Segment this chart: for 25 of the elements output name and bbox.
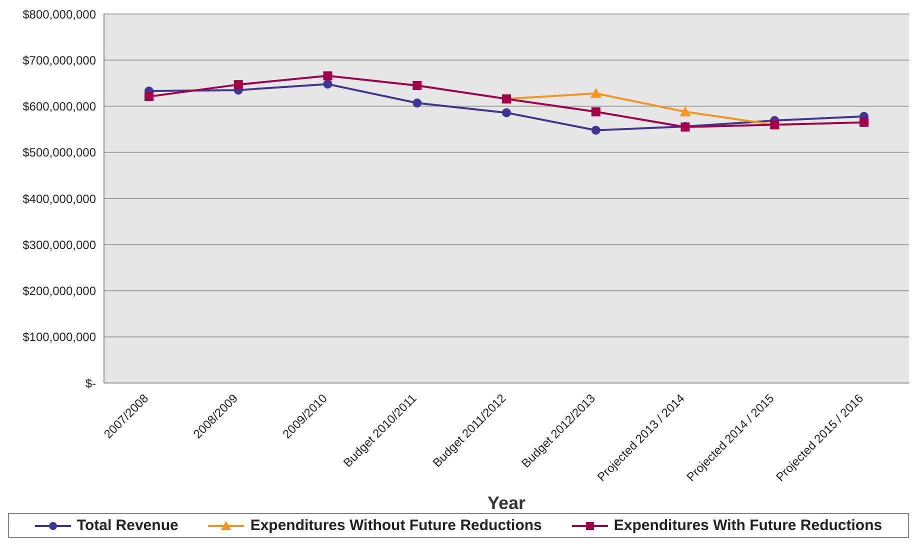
y-tick-label: $- [85,376,96,390]
y-tick-label: $700,000,000 [22,53,96,68]
point [323,80,332,89]
y-tick-label: $200,000,000 [22,284,96,298]
point [323,71,332,80]
point [144,92,154,102]
point [412,98,422,108]
point [680,106,691,116]
point [591,107,600,116]
point [412,80,422,90]
y-tick-label: $600,000,000 [22,100,96,114]
point [234,80,243,90]
legend-label: Expenditures With Future Reductions [612,517,882,534]
y-tick-label: $100,000,000 [22,330,96,344]
y-tick-label: $800,000,000 [22,7,96,22]
legend-label: Total Revenue [76,517,178,534]
point [590,88,602,98]
point [591,126,600,135]
point [860,118,868,127]
y-tick-label: $500,000,000 [22,146,96,160]
y-tick-label: $400,000,000 [22,192,96,206]
x-axis-title: Year [487,493,526,513]
y-tick-label: $300,000,000 [22,238,96,252]
legend-label: Expenditures Without Future Reductions [249,517,542,534]
point [502,108,511,118]
